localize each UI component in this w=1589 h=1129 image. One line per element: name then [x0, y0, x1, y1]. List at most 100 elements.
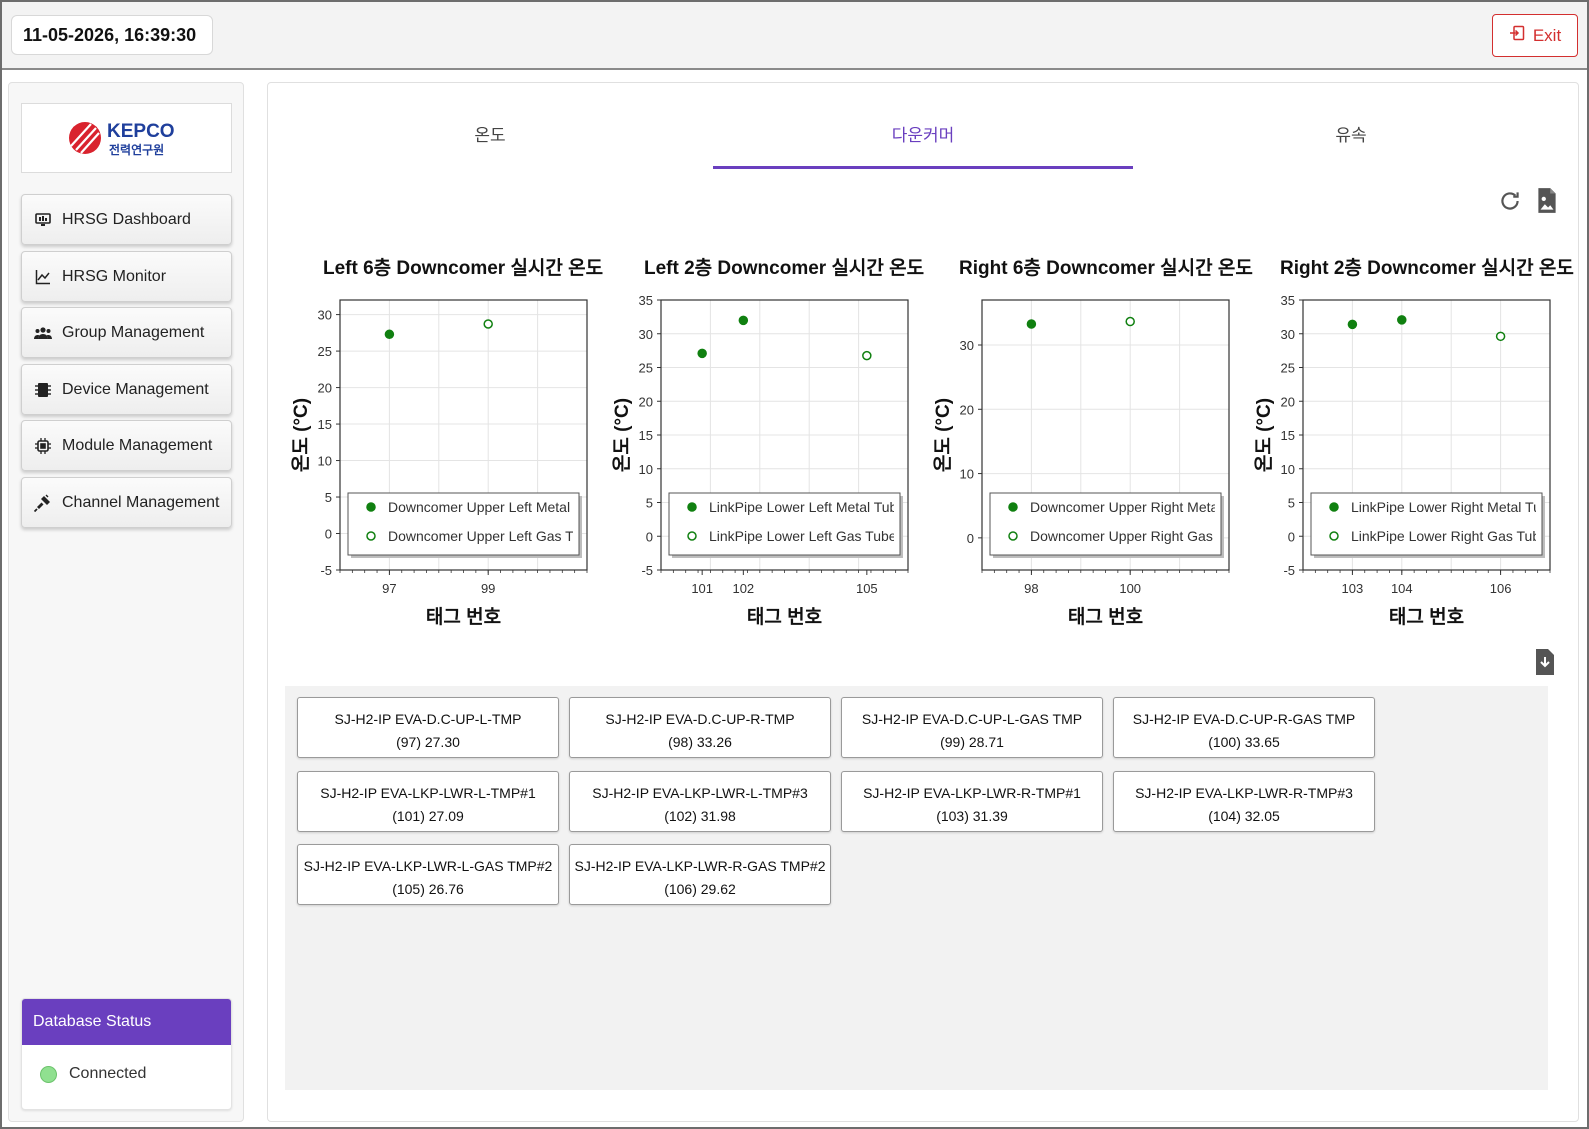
- status-indicator-icon: [40, 1065, 57, 1083]
- database-status-title: Database Status: [22, 999, 231, 1045]
- database-status-value: Connected: [69, 1065, 147, 1082]
- tag-card-name: SJ-H2-IP EVA-D.C-UP-R-TMP: [605, 711, 795, 727]
- sidebar-item-hrsg-dashboard[interactable]: HRSG Dashboard: [21, 194, 232, 245]
- legend-box: [989, 492, 1222, 556]
- logo-subtext: 전력연구원: [109, 142, 164, 157]
- tag-card-name: SJ-H2-IP EVA-LKP-LWR-R-TMP#1: [863, 785, 1081, 801]
- legend-entry: LinkPipe Lower Left Metal Tube: [709, 499, 905, 515]
- y-tick-label: -5: [320, 563, 332, 578]
- data-point: [384, 329, 395, 340]
- y-tick-label: 20: [318, 381, 332, 396]
- y-tick-label: 20: [639, 394, 653, 409]
- legend-marker: [687, 531, 697, 541]
- download-icon[interactable]: [1534, 648, 1560, 675]
- sidebar-item-label: Module Management: [62, 436, 213, 454]
- data-point: [697, 348, 707, 359]
- y-tick-label: 25: [639, 361, 653, 376]
- y-tick-label: 30: [1281, 327, 1295, 342]
- tag-card[interactable]: SJ-H2-IP EVA-LKP-LWR-R-GAS TMP#2 (106) 29…: [569, 844, 831, 905]
- data-point: [1026, 319, 1037, 329]
- tag-card-name: SJ-H2-IP EVA-LKP-LWR-L-TMP#1: [320, 785, 536, 801]
- sidebar-item-label: Group Management: [62, 323, 205, 341]
- tag-card[interactable]: SJ-H2-IP EVA-LKP-LWR-L-TMP#3 (102) 31.98: [569, 771, 831, 832]
- legend-marker: [366, 502, 376, 512]
- tag-card[interactable]: SJ-H2-IP EVA-D.C-UP-L-GAS TMP (99) 28.71: [841, 697, 1103, 758]
- monitor-icon: [34, 211, 52, 229]
- y-tick-label: 20: [1281, 394, 1295, 409]
- y-tick-label: -5: [1283, 563, 1295, 578]
- legend-entry: Downcomer Upper Right Gas Tube: [1030, 528, 1248, 544]
- legend-entry: LinkPipe Lower Right Metal Tube: [1351, 499, 1557, 515]
- y-axis-label: 온도 (°C): [932, 398, 954, 472]
- y-tick-label: 15: [639, 428, 653, 443]
- legend-marker: [1329, 502, 1339, 512]
- sidebar-item-module-management[interactable]: Module Management: [21, 420, 232, 471]
- y-axis-label: 온도 (°C): [290, 398, 312, 472]
- tag-card[interactable]: SJ-H2-IP EVA-D.C-UP-R-TMP (98) 33.26: [569, 697, 831, 758]
- downcomer-charts: Left 6층 Downcomer 실시간 온도-505101520253097…: [290, 257, 1574, 628]
- legend-entry: Downcomer Upper Left Gas Tube: [388, 528, 597, 544]
- sidebar-item-device-management[interactable]: Device Management: [21, 364, 232, 415]
- data-point: [738, 315, 749, 326]
- y-tick-label: 5: [1288, 496, 1295, 511]
- sidebar-item-channel-management[interactable]: Channel Management: [21, 477, 232, 528]
- y-tick-label: 10: [960, 467, 974, 482]
- y-tick-label: 30: [318, 308, 332, 323]
- tag-card[interactable]: SJ-H2-IP EVA-D.C-UP-R-GAS TMP (100) 33.65: [1113, 697, 1375, 758]
- x-axis-label: 태그 번호: [1389, 606, 1464, 628]
- data-point: [1495, 331, 1506, 342]
- data-point: [862, 350, 872, 361]
- sidebar-item-hrsg-monitor[interactable]: HRSG Monitor: [21, 251, 232, 302]
- tag-card-value: (105) 26.76: [392, 881, 464, 897]
- top-bar: 11-05-2026, 16:39:30 Exit: [2, 2, 1587, 70]
- y-tick-label: 25: [318, 344, 332, 359]
- x-axis-label: 태그 번호: [747, 606, 822, 628]
- tab-label: 온도: [474, 126, 506, 145]
- y-tick-label: 0: [967, 531, 974, 546]
- y-tick-label: 35: [639, 293, 653, 308]
- tab-label: 다운커머: [891, 126, 955, 145]
- tag-card-name: SJ-H2-IP EVA-LKP-LWR-R-GAS TMP#2: [574, 858, 826, 874]
- y-tick-label: 15: [318, 417, 332, 432]
- tag-card[interactable]: SJ-H2-IP EVA-LKP-LWR-R-TMP#1 (103) 31.39: [841, 771, 1103, 832]
- legend-marker: [366, 531, 376, 541]
- database-status-panel: Database Status Connected: [21, 998, 232, 1110]
- tag-card-value: (101) 27.09: [392, 808, 464, 824]
- tag-card-value: (99) 28.71: [940, 734, 1004, 750]
- tag-card[interactable]: SJ-H2-IP EVA-LKP-LWR-R-TMP#3 (104) 32.05: [1113, 771, 1375, 832]
- y-tick-label: 0: [1288, 529, 1295, 544]
- tag-card[interactable]: SJ-H2-IP EVA-LKP-LWR-L-GAS TMP#2 (105) 26…: [297, 844, 559, 905]
- tab-temperature[interactable]: 온도: [280, 113, 700, 169]
- legend-box: [1310, 492, 1543, 556]
- legend-marker: [1329, 531, 1339, 541]
- exit-button[interactable]: Exit: [1492, 14, 1578, 57]
- x-tick-label: 105: [856, 581, 878, 596]
- x-tick-label: 99: [481, 581, 495, 596]
- y-tick-label: 0: [325, 527, 332, 542]
- tab-downcomer[interactable]: 다운커머: [713, 113, 1133, 169]
- legend-box: [347, 492, 580, 556]
- main-panel: 온도 다운커머 유속 SJ-H2-IP EVA-D.C-UP-L-TMP (97)…: [267, 82, 1579, 1122]
- logo-text: KEPCO: [107, 121, 175, 142]
- datetime-display: 11-05-2026, 16:39:30: [11, 15, 213, 55]
- x-tick-label: 103: [1342, 581, 1364, 596]
- sidebar: KEPCO 전력연구원 HRSG Dashboard HRSG Monitor …: [8, 82, 244, 1122]
- tag-card[interactable]: SJ-H2-IP EVA-LKP-LWR-L-TMP#1 (101) 27.09: [297, 771, 559, 832]
- refresh-icon[interactable]: [1497, 188, 1523, 214]
- legend-entry: LinkPipe Lower Right Gas Tube: [1351, 528, 1548, 544]
- tag-cards-area: SJ-H2-IP EVA-D.C-UP-L-TMP (97) 27.30 SJ-H…: [285, 686, 1548, 1090]
- kepco-logo: KEPCO 전력연구원: [21, 103, 232, 173]
- exit-label: Exit: [1532, 25, 1562, 45]
- tab-label: 유속: [1335, 126, 1367, 145]
- y-axis-label: 온도 (°C): [611, 398, 633, 472]
- sidebar-item-group-management[interactable]: Group Management: [21, 307, 232, 358]
- exit-icon: [1509, 25, 1525, 46]
- tag-card[interactable]: SJ-H2-IP EVA-D.C-UP-L-TMP (97) 27.30: [297, 697, 559, 758]
- tag-card-name: SJ-H2-IP EVA-D.C-UP-L-TMP: [334, 711, 522, 727]
- legend-entry: Downcomer Upper Left Metal Tube: [388, 499, 605, 515]
- image-export-icon[interactable]: [1534, 187, 1560, 213]
- y-tick-label: 5: [646, 496, 653, 511]
- tab-flow-rate[interactable]: 유속: [1141, 113, 1561, 169]
- x-tick-label: 104: [1391, 581, 1413, 596]
